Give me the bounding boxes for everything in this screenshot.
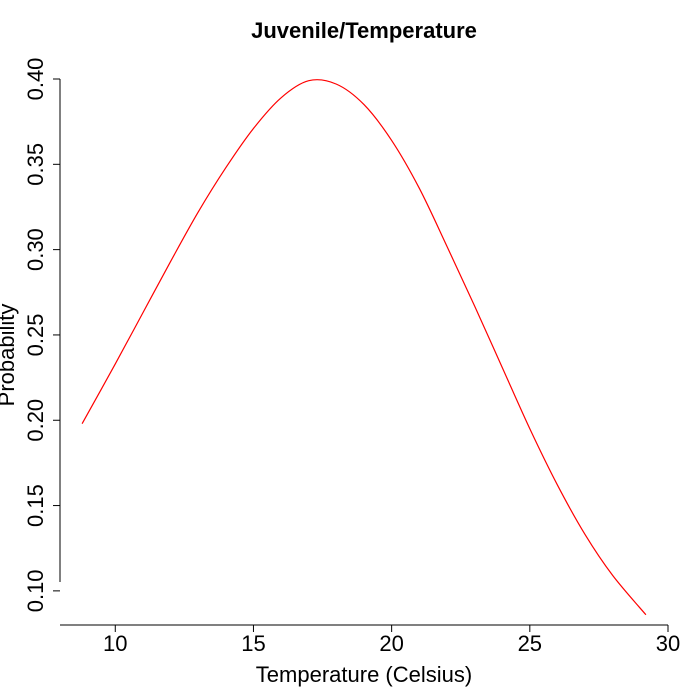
x-tick-label: 20: [379, 631, 403, 656]
y-tick-label: 0.10: [23, 569, 48, 612]
y-tick-label: 0.40: [23, 58, 48, 101]
probability-curve: [81, 79, 647, 616]
y-tick-label: 0.30: [23, 228, 48, 271]
y-tick-label: 0.25: [23, 314, 48, 357]
x-tick-label: 30: [656, 631, 680, 656]
x-tick-label: 10: [103, 631, 127, 656]
chart-title: Juvenile/Temperature: [251, 18, 477, 43]
y-tick-label: 0.20: [23, 399, 48, 442]
x-axis-label: Temperature (Celsius): [256, 662, 472, 687]
series-layer: [81, 79, 647, 616]
y-tick-label: 0.35: [23, 143, 48, 186]
x-tick-label: 25: [518, 631, 542, 656]
x-tick-label: 15: [241, 631, 265, 656]
y-axis: 0.10 0.15 0.20 0.25 0.30 0.35 0.40: [23, 58, 61, 612]
x-axis: 10 15 20 25 30: [60, 624, 680, 656]
y-axis-label: Probability: [0, 304, 19, 407]
y-tick-label: 0.15: [23, 484, 48, 527]
